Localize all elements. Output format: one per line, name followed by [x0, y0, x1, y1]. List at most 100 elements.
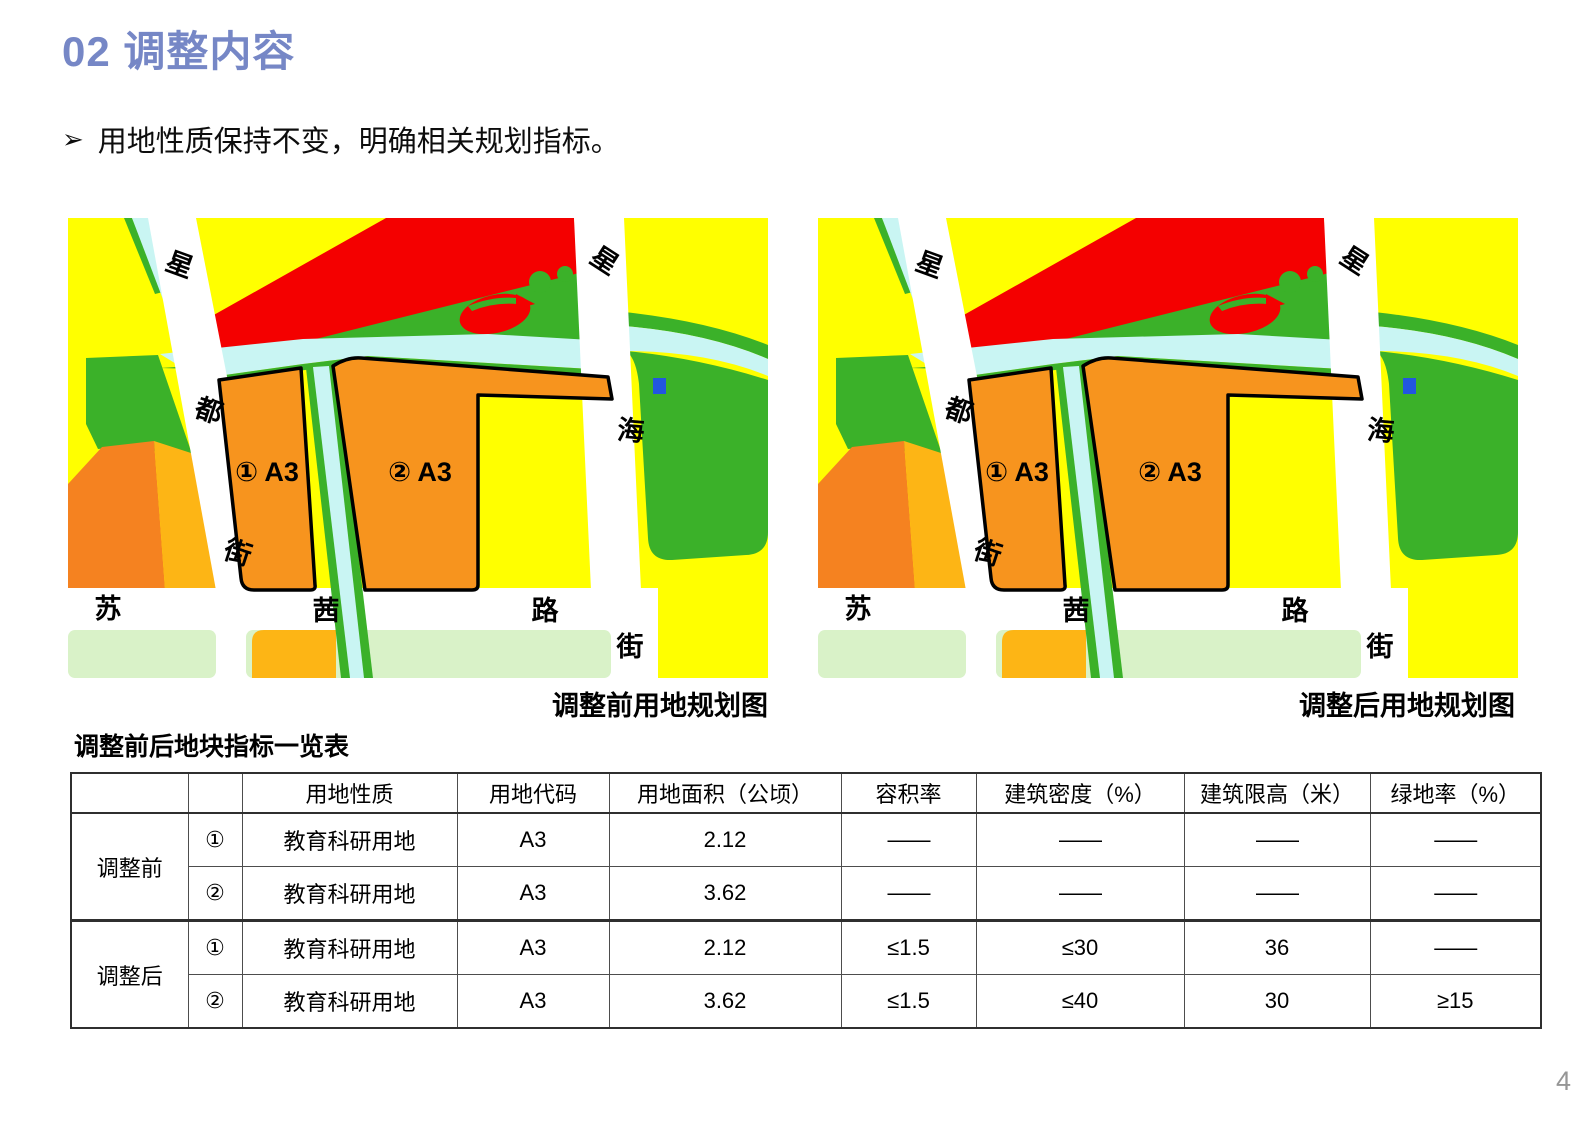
table-row: ② 教育科研用地 A3 3.62 ≤1.5 ≤40 30 ≥15 — [71, 974, 1542, 1029]
river-south-bank — [218, 356, 608, 382]
canal-center — [1063, 366, 1114, 678]
table-title: 调整前后地块指标一览表 — [74, 733, 350, 761]
cell-no: ② — [187, 866, 243, 921]
header-land-area: 用地面积（公顷） — [608, 772, 842, 814]
canal-green-edge-top — [874, 218, 913, 294]
cell-nature: 教育科研用地 — [241, 974, 458, 1029]
cell-far: ≤1.5 — [840, 974, 977, 1029]
red-zone-band — [946, 218, 1329, 370]
amber-parcel-bottom-left — [904, 441, 971, 589]
parcel-2-A3 — [1081, 356, 1364, 592]
river-east — [1374, 326, 1518, 376]
map-caption-after: 调整后用地规划图 — [1299, 691, 1515, 721]
amber-parcel-bottom-left — [154, 441, 221, 589]
cell-code: A3 — [456, 812, 610, 867]
header-green-ratio: 绿地率（%） — [1369, 772, 1542, 814]
header-land-code: 用地代码 — [456, 772, 610, 814]
page-title: 02 调整内容 — [62, 28, 296, 75]
cell-far: ≤1.5 — [840, 919, 977, 975]
cell-code: A3 — [456, 974, 610, 1029]
street-south-char-2: 茜 — [1063, 596, 1090, 626]
cell-height: —— — [1183, 812, 1371, 867]
street-east-char-3: 街 — [616, 632, 644, 662]
cell-density: ≤40 — [975, 974, 1185, 1029]
red-wedge — [516, 294, 535, 309]
plot-index-table: 用地性质 用地代码 用地面积（公顷） 容积率 建筑密度（%） 建筑限高（米） 绿… — [70, 772, 1542, 1029]
green-slit — [468, 297, 517, 311]
river-south-bank — [968, 356, 1358, 382]
street-south-char-2: 茜 — [313, 596, 340, 626]
parcel-1-A3 — [217, 366, 317, 592]
blue-utility-square — [653, 378, 666, 394]
amber-parcel-south — [1002, 630, 1086, 678]
header-height-limit: 建筑限高（米） — [1183, 772, 1371, 814]
pale-green-strip-left — [68, 630, 216, 678]
river — [160, 334, 608, 376]
street-south-char-3: 路 — [1282, 595, 1310, 626]
cell-height: 30 — [1183, 974, 1371, 1029]
street-south-char-1: 苏 — [845, 594, 872, 624]
orange-parcel-bottom-left — [68, 441, 165, 589]
cell-density: —— — [975, 812, 1185, 867]
table-row: 调整后 ① 教育科研用地 A3 2.12 ≤1.5 ≤30 36 —— — [70, 919, 1542, 1029]
amber-parcel-south — [252, 630, 336, 678]
cell-height: —— — [1183, 866, 1371, 921]
parcel-2-label: ② A3 — [1138, 457, 1202, 487]
cell-far: —— — [840, 866, 977, 921]
land-use-map-before: ① A3 ② A3 星 都 街 星 海 街 苏 茜 路 — [68, 218, 768, 678]
green-area-east — [626, 351, 768, 561]
green-slit — [1218, 297, 1267, 311]
parcel-1-label: ① A3 — [985, 457, 1049, 487]
street-south-char-1: 苏 — [95, 594, 122, 624]
parcel-2-A3 — [331, 356, 614, 592]
road-east — [574, 218, 645, 678]
map-caption-before: 调整前用地规划图 — [552, 691, 768, 721]
bullet-arrow-icon: ➢ — [62, 123, 84, 154]
cell-code: A3 — [456, 866, 610, 921]
cell-green: —— — [1369, 866, 1542, 921]
land-use-map-after: ① A3 ② A3 星 都 街 星 海 街 苏 茜 路 — [818, 218, 1518, 678]
river-north-bank-east — [1374, 312, 1518, 359]
header-no — [187, 772, 243, 814]
bullet-item: ➢ 用地性质保持不变，明确相关规划指标。 — [62, 118, 620, 160]
cell-nature: 教育科研用地 — [241, 919, 458, 975]
cell-green: ≥15 — [1369, 974, 1542, 1029]
river-north-bank-east — [624, 312, 768, 359]
cell-nature: 教育科研用地 — [241, 812, 458, 867]
pale-green-strip-left — [818, 630, 966, 678]
cell-green: —— — [1369, 812, 1542, 867]
parcel-2-label: ② A3 — [388, 457, 452, 487]
cell-nature: 教育科研用地 — [241, 866, 458, 921]
parcel-1-A3 — [967, 366, 1067, 592]
cell-no: ① — [187, 919, 243, 975]
group-label-before: 调整前 — [70, 812, 189, 921]
blue-utility-square — [1403, 378, 1416, 394]
river-east — [624, 326, 768, 376]
table-row: ② 教育科研用地 A3 3.62 —— —— —— —— — [71, 866, 1542, 921]
header-group — [70, 772, 189, 814]
group-label-after: 调整后 — [70, 919, 189, 1029]
river — [910, 334, 1358, 376]
cell-area: 2.12 — [608, 919, 842, 975]
header-far: 容积率 — [840, 772, 977, 814]
cell-area: 3.62 — [608, 866, 842, 921]
cell-area: 2.12 — [608, 812, 842, 867]
table-header-row: 用地性质 用地代码 用地面积（公顷） 容积率 建筑密度（%） 建筑限高（米） 绿… — [70, 772, 1542, 814]
bullet-text: 用地性质保持不变，明确相关规划指标。 — [97, 126, 620, 158]
cell-code: A3 — [456, 919, 610, 975]
red-wedge — [1266, 294, 1285, 309]
red-zone-band — [196, 218, 579, 370]
land-use-map: ① A3 ② A3 星 都 街 星 海 街 苏 茜 路 — [68, 218, 768, 678]
canal-green-edge-top — [124, 218, 163, 294]
cell-density: —— — [975, 866, 1185, 921]
green-area-east — [1376, 351, 1518, 561]
street-east-char-3: 街 — [1366, 632, 1394, 662]
street-east-char-2: 海 — [1366, 415, 1396, 447]
cell-height: 36 — [1183, 919, 1371, 975]
cell-area: 3.62 — [608, 974, 842, 1029]
header-building-density: 建筑密度（%） — [975, 772, 1185, 814]
street-south-char-3: 路 — [532, 595, 560, 626]
road-east — [1324, 218, 1395, 678]
parcel-1-label: ① A3 — [235, 457, 299, 487]
